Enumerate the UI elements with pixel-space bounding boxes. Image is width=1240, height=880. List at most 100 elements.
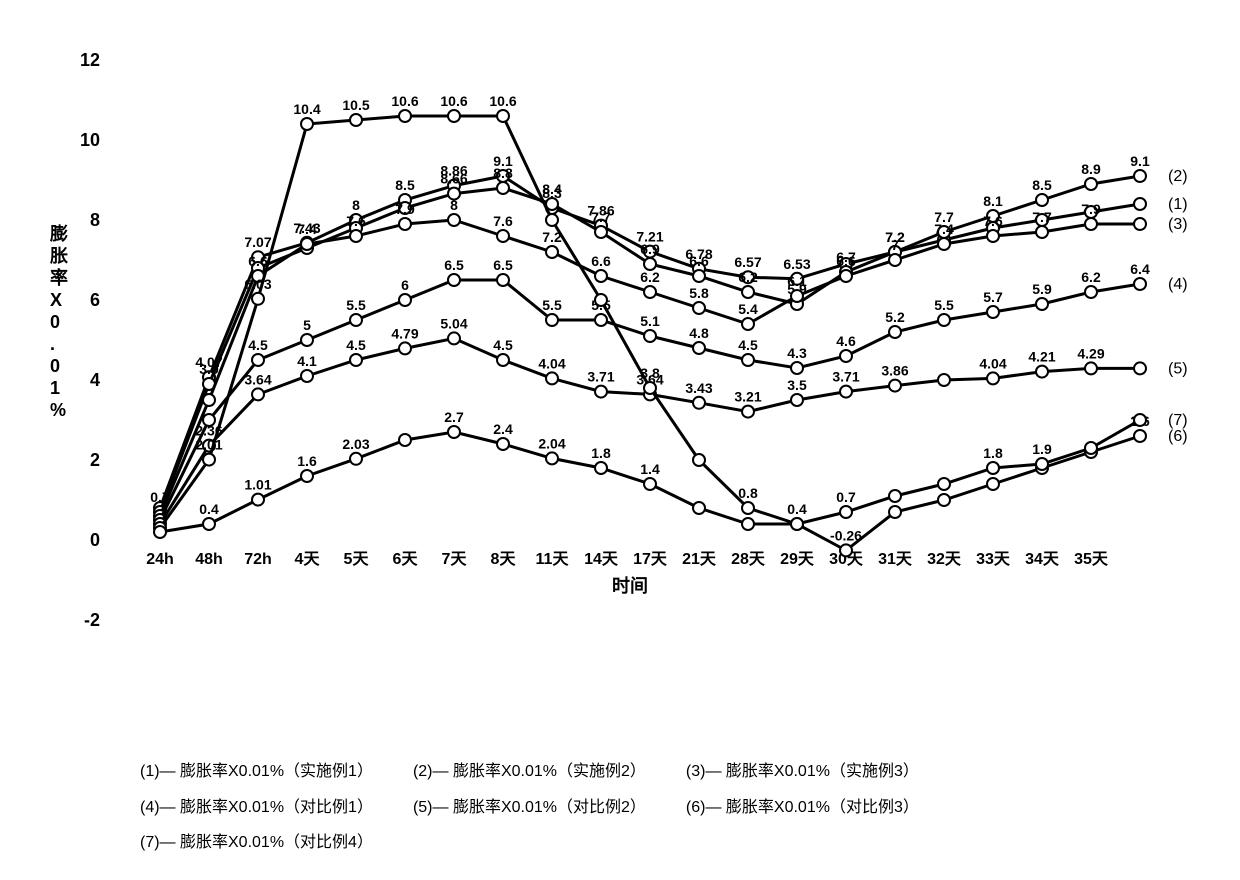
svg-text:35天: 35天 (1074, 551, 1109, 568)
svg-text:6.1: 6.1 (787, 273, 807, 289)
legend-item: (5)— 膨胀率X0.01%（对比例2） (413, 790, 646, 825)
svg-text:5: 5 (303, 317, 311, 333)
svg-text:8.5: 8.5 (1032, 177, 1052, 193)
svg-text:0.4: 0.4 (199, 501, 219, 517)
svg-text:12: 12 (80, 50, 100, 70)
svg-text:21天: 21天 (682, 551, 717, 568)
svg-text:5天: 5天 (344, 551, 370, 568)
svg-text:31天: 31天 (878, 551, 913, 568)
svg-text:8: 8 (352, 197, 360, 213)
svg-text:8天: 8天 (491, 551, 517, 568)
svg-text:6.5: 6.5 (444, 257, 464, 273)
svg-text:0: 0 (90, 530, 100, 550)
svg-text:7.9: 7.9 (1081, 201, 1101, 217)
svg-text:3.71: 3.71 (832, 369, 859, 385)
svg-text:24h: 24h (146, 551, 174, 568)
svg-text:胀: 胀 (50, 246, 68, 266)
svg-text:9.1: 9.1 (1130, 153, 1150, 169)
svg-text:(7): (7) (1168, 412, 1188, 429)
svg-text:1.01: 1.01 (244, 477, 271, 493)
svg-text:6.4: 6.4 (1130, 261, 1150, 277)
line-chart: -2024681012膨胀率X0.01%24h48h72h4天5天6天7天8天1… (20, 20, 1220, 860)
svg-text:%: % (50, 400, 66, 420)
legend: (1)— 膨胀率X0.01%（实施例1）(2)— 膨胀率X0.01%（实施例2）… (140, 754, 919, 860)
svg-text:1.9: 1.9 (1032, 441, 1052, 457)
svg-text:(3): (3) (1168, 216, 1188, 233)
svg-text:0.7: 0.7 (836, 489, 856, 505)
svg-text:7.07: 7.07 (244, 234, 271, 250)
svg-text:0: 0 (50, 356, 60, 376)
svg-text:33天: 33天 (976, 551, 1011, 568)
svg-text:3.21: 3.21 (734, 389, 761, 405)
svg-text:5.1: 5.1 (640, 313, 660, 329)
svg-text:-0.26: -0.26 (830, 527, 862, 543)
svg-text:4: 4 (90, 370, 100, 390)
svg-text:率: 率 (50, 267, 68, 288)
svg-text:8.8: 8.8 (493, 165, 513, 181)
svg-text:8: 8 (450, 197, 458, 213)
svg-text:6.6: 6.6 (689, 253, 709, 269)
svg-text:2: 2 (90, 450, 100, 470)
svg-text:3.5: 3.5 (787, 377, 807, 393)
svg-text:10.5: 10.5 (342, 97, 369, 113)
svg-text:4.21: 4.21 (1028, 349, 1055, 365)
svg-text:(1): (1) (1168, 196, 1188, 213)
svg-text:6.6: 6.6 (836, 253, 856, 269)
svg-text:(5): (5) (1168, 360, 1188, 377)
svg-text:29天: 29天 (780, 551, 815, 568)
legend-item: (1)— 膨胀率X0.01%（实施例1） (140, 754, 373, 789)
svg-text:7.9: 7.9 (395, 201, 415, 217)
svg-text:6.6: 6.6 (248, 253, 268, 269)
svg-text:7.6: 7.6 (346, 213, 366, 229)
svg-text:6: 6 (401, 277, 409, 293)
svg-text:4.5: 4.5 (738, 337, 758, 353)
svg-text:0.8: 0.8 (738, 485, 758, 501)
svg-text:3.71: 3.71 (587, 369, 614, 385)
svg-text:1.8: 1.8 (983, 445, 1003, 461)
svg-text:2.04: 2.04 (538, 435, 565, 451)
svg-text:1: 1 (50, 378, 60, 398)
svg-text:8: 8 (90, 210, 100, 230)
svg-text:6天: 6天 (393, 551, 419, 568)
svg-text:28天: 28天 (731, 551, 766, 568)
svg-text:2.01: 2.01 (195, 437, 222, 453)
svg-text:(4): (4) (1168, 276, 1188, 293)
svg-text:7.6: 7.6 (983, 213, 1003, 229)
svg-text:6.6: 6.6 (591, 253, 611, 269)
svg-text:5.7: 5.7 (983, 289, 1003, 305)
svg-text:7.7: 7.7 (591, 209, 611, 225)
svg-text:(2): (2) (1168, 168, 1188, 185)
svg-text:8.1: 8.1 (983, 193, 1003, 209)
svg-text:48h: 48h (195, 551, 223, 568)
svg-text:7.4: 7.4 (297, 221, 317, 237)
svg-text:1.4: 1.4 (640, 461, 660, 477)
svg-text:34天: 34天 (1025, 551, 1060, 568)
legend-item: (7)— 膨胀率X0.01%（对比例4） (140, 825, 373, 860)
svg-text:4.5: 4.5 (346, 337, 366, 353)
svg-text:0: 0 (50, 312, 60, 332)
svg-text:4.79: 4.79 (391, 325, 418, 341)
svg-text:2.7: 2.7 (444, 409, 464, 425)
svg-text:-2: -2 (84, 610, 100, 630)
svg-text:4.04: 4.04 (979, 355, 1006, 371)
svg-text:膨: 膨 (49, 223, 68, 244)
svg-text:32天: 32天 (927, 551, 962, 568)
svg-text:.: . (50, 334, 55, 354)
svg-text:6.53: 6.53 (783, 256, 810, 272)
svg-text:8.4: 8.4 (542, 181, 562, 197)
svg-text:5.8: 5.8 (689, 285, 709, 301)
svg-text:X: X (50, 290, 62, 310)
svg-text:1.6: 1.6 (297, 453, 317, 469)
svg-text:4.1: 4.1 (297, 353, 317, 369)
svg-text:6.2: 6.2 (738, 269, 758, 285)
svg-text:7天: 7天 (442, 551, 468, 568)
svg-text:2.03: 2.03 (342, 436, 369, 452)
svg-text:时间: 时间 (612, 576, 648, 596)
svg-text:3.64: 3.64 (244, 371, 271, 387)
legend-item: (4)— 膨胀率X0.01%（对比例1） (140, 790, 373, 825)
svg-text:3.8: 3.8 (640, 365, 660, 381)
svg-text:1.8: 1.8 (591, 445, 611, 461)
svg-text:5.2: 5.2 (885, 309, 905, 325)
svg-text:7: 7 (891, 237, 899, 253)
svg-text:8.9: 8.9 (1081, 161, 1101, 177)
